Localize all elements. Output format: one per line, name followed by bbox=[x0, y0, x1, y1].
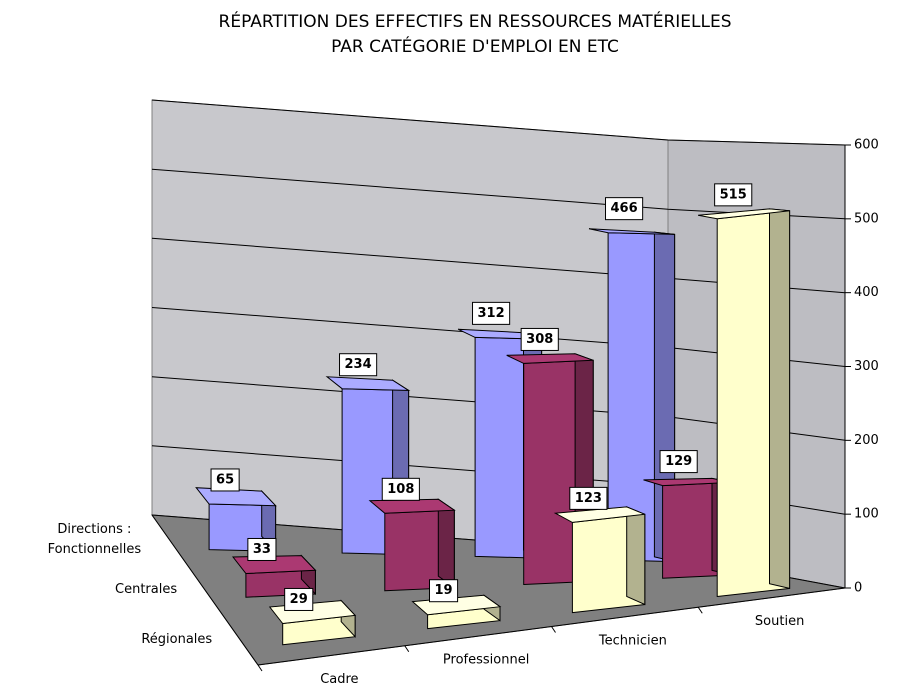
x-tick-label: Professionnel bbox=[443, 653, 529, 668]
y-tick-label: 400 bbox=[854, 285, 879, 300]
bar-top bbox=[195, 487, 277, 507]
y-tick-label: 200 bbox=[854, 433, 879, 448]
y-tick-label: 0 bbox=[854, 581, 862, 596]
data-label: 29 bbox=[290, 592, 308, 607]
bar-top bbox=[506, 353, 594, 364]
data-label: 129 bbox=[665, 454, 692, 469]
data-label: 515 bbox=[720, 187, 747, 202]
bar bbox=[268, 599, 357, 646]
y-tick-label: 500 bbox=[854, 211, 879, 226]
y-tick-label: 100 bbox=[854, 507, 879, 522]
bar bbox=[698, 208, 791, 598]
bar-top bbox=[698, 208, 790, 220]
x-tick bbox=[404, 645, 410, 653]
data-label-box bbox=[210, 468, 240, 492]
x-tick-label: Soutien bbox=[755, 614, 804, 629]
bar-side bbox=[626, 506, 646, 606]
data-label: 19 bbox=[435, 583, 453, 598]
bar bbox=[368, 498, 456, 592]
data-label: 123 bbox=[575, 491, 602, 506]
bar-side bbox=[769, 208, 791, 590]
data-label-box bbox=[339, 353, 378, 377]
data-label: 33 bbox=[253, 542, 271, 557]
bar bbox=[553, 506, 646, 614]
depth-axis bbox=[151, 514, 259, 666]
legend-label: Régionales bbox=[141, 632, 213, 647]
data-label: 234 bbox=[345, 357, 372, 372]
x-tick bbox=[551, 626, 556, 633]
chart-title: RÉPARTITION DES EFFECTIFS EN RESSOURCES … bbox=[218, 12, 732, 57]
data-label-box bbox=[714, 183, 753, 207]
bar-top bbox=[588, 228, 675, 235]
bar-top bbox=[553, 506, 645, 523]
data-label-box bbox=[247, 537, 277, 561]
y-tick-label: 600 bbox=[854, 138, 879, 153]
data-label: 466 bbox=[611, 201, 638, 216]
x-tick-label: Cadre bbox=[320, 672, 358, 687]
data-label: 108 bbox=[387, 482, 414, 497]
legend-label: Directions : Fonctionnelles bbox=[47, 522, 142, 557]
bar-top bbox=[643, 477, 733, 487]
data-label: 65 bbox=[216, 472, 234, 487]
data-label-box bbox=[659, 450, 698, 474]
data-label-box bbox=[429, 579, 459, 603]
data-label-box bbox=[284, 587, 314, 611]
bar-top bbox=[325, 376, 411, 391]
data-label: 308 bbox=[526, 332, 553, 347]
bar-side bbox=[437, 498, 455, 589]
x-tick bbox=[257, 664, 263, 672]
bar-top bbox=[368, 498, 456, 514]
data-label-box bbox=[569, 486, 608, 510]
grid-line bbox=[151, 99, 846, 146]
x-tick-label: Technicien bbox=[598, 633, 667, 648]
data-label: 312 bbox=[478, 306, 505, 321]
data-label-box bbox=[381, 477, 420, 501]
data-label-box bbox=[520, 327, 559, 351]
legend-label: Centrales bbox=[115, 582, 178, 597]
data-label-box bbox=[605, 197, 644, 221]
y-tick-label: 300 bbox=[854, 359, 879, 374]
data-label-box bbox=[472, 301, 511, 325]
x-tick bbox=[697, 606, 703, 614]
